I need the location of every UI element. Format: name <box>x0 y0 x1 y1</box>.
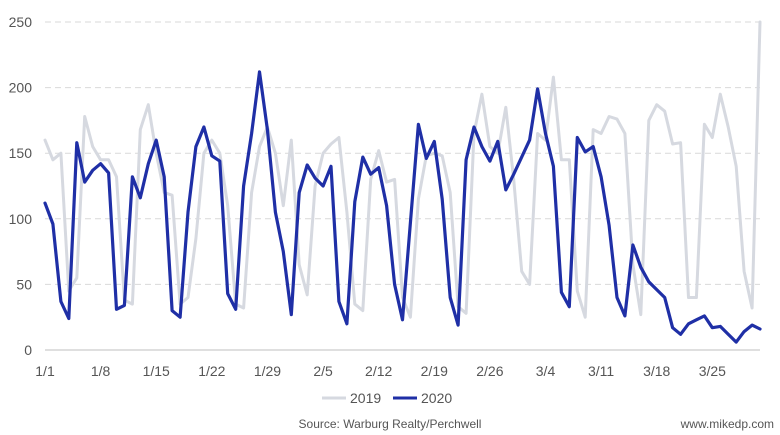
y-tick-label: 150 <box>9 145 33 161</box>
y-tick-label: 250 <box>9 14 33 30</box>
y-tick-label: 0 <box>24 342 32 358</box>
series-lines <box>43 20 762 344</box>
site-credit: www.mikedp.com <box>680 417 774 431</box>
y-tick-label: 100 <box>9 211 33 227</box>
series-line-2019 <box>43 20 762 319</box>
legend: 2019 2020 <box>322 390 452 406</box>
x-tick-label: 1/8 <box>91 363 111 379</box>
x-tick-label: 3/11 <box>588 363 614 379</box>
x-tick-label: 2/12 <box>365 363 392 379</box>
x-tick-label: 1/22 <box>198 363 225 379</box>
x-tick-label: 2/19 <box>421 363 448 379</box>
x-tick-label: 3/4 <box>536 363 556 379</box>
legend-label-2019: 2019 <box>350 390 381 406</box>
x-tick-label: 3/25 <box>699 363 726 379</box>
y-tick-label: 50 <box>16 276 32 292</box>
source-note: Source: Warburg Realty/Perchwell <box>299 417 482 431</box>
x-tick-label: 1/15 <box>143 363 170 379</box>
x-tick-label: 1/29 <box>254 363 281 379</box>
y-tick-label: 200 <box>9 80 33 96</box>
y-axis-tick-labels: 0 50 100 150 200 250 <box>9 14 33 358</box>
x-axis-tick-labels: 1/1 1/8 1/15 1/22 1/29 2/5 2/12 2/19 2/26 3/4 3/11… <box>35 363 726 379</box>
legend-label-2020: 2020 <box>421 390 452 406</box>
x-tick-label: 2/26 <box>476 363 503 379</box>
x-tick-label: 3/18 <box>643 363 670 379</box>
x-tick-label: 1/1 <box>35 363 55 379</box>
series-line-2020 <box>43 70 762 344</box>
x-tick-label: 2/5 <box>313 363 333 379</box>
